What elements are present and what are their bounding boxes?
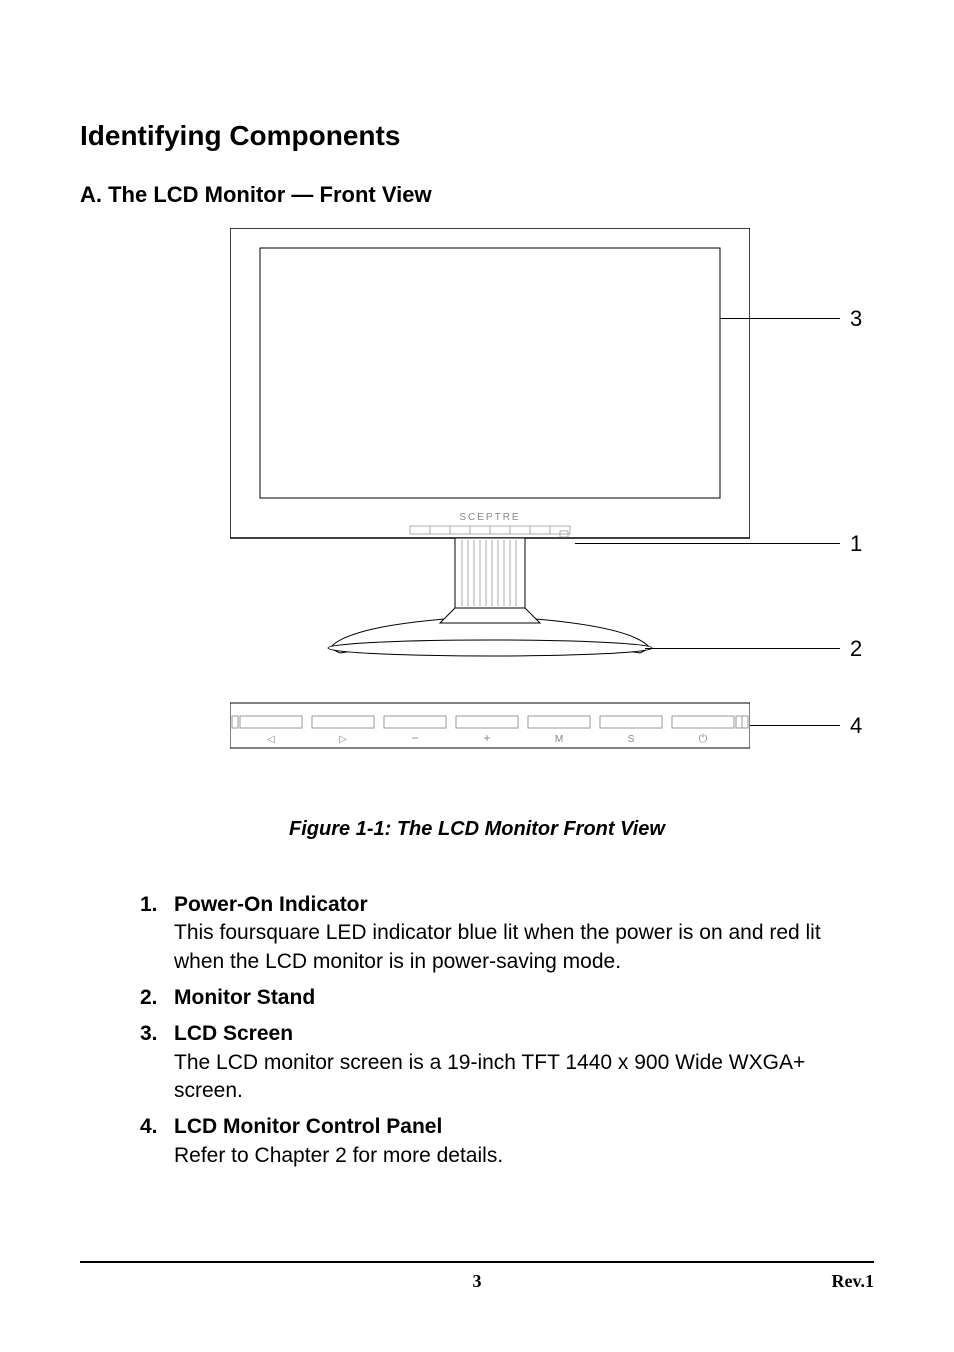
list-item: 1. Power-On Indicator This foursquare LE… — [140, 891, 874, 976]
svg-text:S: S — [628, 734, 635, 745]
list-num: 4. — [140, 1113, 174, 1170]
callout-2: 2 — [850, 636, 862, 662]
svg-text:M: M — [555, 734, 563, 745]
monitor-diagram: SCEPTRE — [230, 228, 750, 788]
list-desc: This foursquare LED indicator blue lit w… — [174, 921, 821, 972]
page-footer: 3 Rev.1 — [80, 1261, 874, 1292]
callout-line-1 — [575, 543, 840, 544]
svg-text:−: − — [411, 731, 418, 745]
svg-text:⏻: ⏻ — [699, 733, 708, 745]
list-desc: Refer to Chapter 2 for more details. — [174, 1144, 503, 1167]
list-num: 3. — [140, 1020, 174, 1105]
list-item: 3. LCD Screen The LCD monitor screen is … — [140, 1020, 874, 1105]
callout-line-4 — [750, 725, 840, 726]
subsection-heading: A. The LCD Monitor — Front View — [80, 182, 874, 208]
page: Identifying Components A. The LCD Monito… — [0, 0, 954, 1352]
callout-1: 1 — [850, 531, 862, 557]
section-heading: Identifying Components — [80, 120, 874, 152]
figure-area: SCEPTRE — [80, 228, 874, 788]
svg-text:▷: ▷ — [339, 734, 347, 745]
footer-rule — [80, 1261, 874, 1263]
callout-4: 4 — [850, 713, 862, 739]
footer-page-number: 3 — [80, 1271, 874, 1292]
list-title: LCD Monitor Control Panel — [174, 1115, 442, 1138]
list-title: LCD Screen — [174, 1022, 293, 1045]
callout-line-2 — [645, 648, 840, 649]
svg-text:◁: ◁ — [267, 734, 275, 745]
svg-text:+: + — [483, 731, 490, 745]
list-item: 4. LCD Monitor Control Panel Refer to Ch… — [140, 1113, 874, 1170]
list-title: Monitor Stand — [174, 986, 315, 1009]
component-list: 1. Power-On Indicator This foursquare LE… — [80, 891, 874, 1170]
list-title: Power-On Indicator — [174, 893, 368, 916]
list-desc: The LCD monitor screen is a 19-inch TFT … — [174, 1051, 805, 1102]
list-num: 2. — [140, 984, 174, 1012]
list-num: 1. — [140, 891, 174, 976]
list-item: 2. Monitor Stand — [140, 984, 874, 1012]
figure-caption: Figure 1-1: The LCD Monitor Front View — [80, 818, 874, 841]
brand-text: SCEPTRE — [459, 512, 520, 523]
callout-3: 3 — [850, 306, 862, 332]
callout-line-3 — [720, 318, 840, 319]
control-panel-strip: ◁ ▷ − + M S ⏻ — [230, 703, 750, 748]
